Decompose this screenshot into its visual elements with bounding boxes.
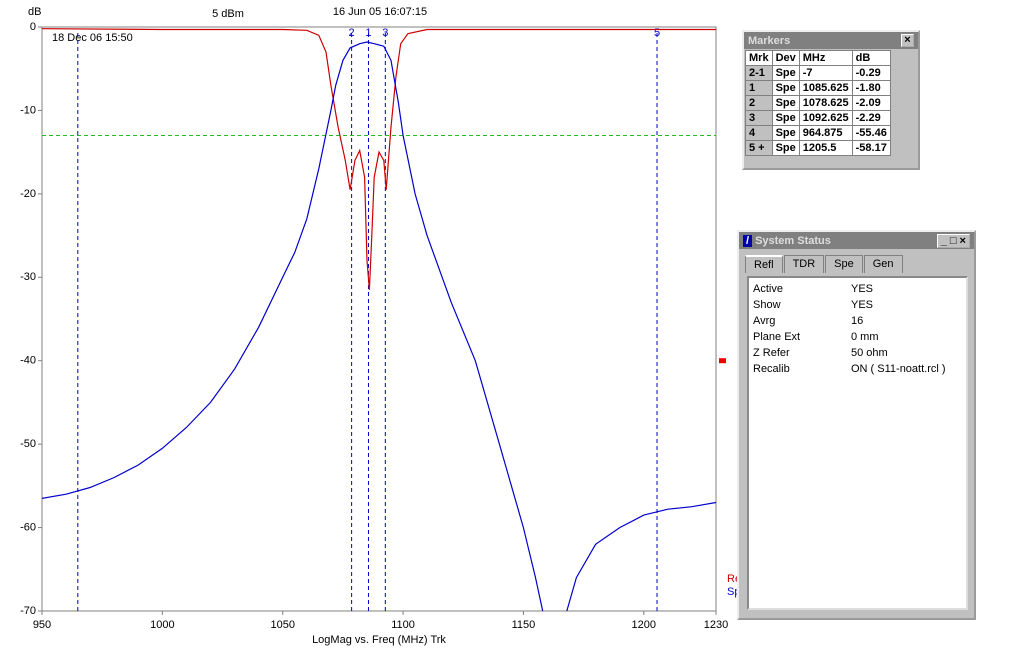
cell: Spe xyxy=(771,80,800,96)
marker-row: 4 Spe 964.875 -55.46 xyxy=(745,125,891,141)
status-row: Avrg 16 xyxy=(753,313,962,329)
x-tick-label: 1150 xyxy=(512,619,536,631)
cell: -1.80 xyxy=(851,80,891,96)
status-value: YES xyxy=(851,299,874,311)
x-tick-label: 1230 xyxy=(704,619,728,631)
timestamp: 16 Jun 05 16:07:15 xyxy=(333,6,427,18)
y-tick-label: 0 xyxy=(30,21,36,33)
markers-table: Mrk Dev MHz dB 2-1 Spe -7 -0.29 1 Spe 1085.625 -1.8… xyxy=(745,50,891,156)
y-tick-label: -50 xyxy=(20,438,36,450)
status-row: Active YES xyxy=(753,281,962,297)
title-bar: / System Status _ □ × xyxy=(739,232,974,249)
y-tick-label: -10 xyxy=(20,104,36,116)
tab[interactable]: Gen xyxy=(863,255,903,273)
cell: Spe xyxy=(771,110,800,126)
column-header: dB xyxy=(851,50,891,66)
column-header: Dev xyxy=(771,50,800,66)
y-tick-label: -30 xyxy=(20,271,36,283)
tab[interactable]: Refl xyxy=(745,255,783,273)
window-buttons[interactable]: _ □ × xyxy=(936,233,970,248)
marker-label: 3 xyxy=(382,27,388,39)
cell: 5 + xyxy=(745,140,773,156)
title: / System Status xyxy=(743,234,831,247)
close-button[interactable]: × xyxy=(901,34,914,47)
status-key: Active xyxy=(753,283,783,295)
status-key: Avrg xyxy=(753,315,776,327)
column-header: Mrk xyxy=(745,50,773,66)
status-key: Z Refer xyxy=(753,347,790,359)
header-row: Mrk Dev MHz dB xyxy=(745,50,891,66)
status-row: Plane Ext 0 mm xyxy=(753,329,962,345)
tab[interactable]: Spe xyxy=(825,255,863,273)
cell: -58.17 xyxy=(851,140,891,156)
y-tick-label: -70 xyxy=(20,605,36,617)
status-value: YES xyxy=(851,283,874,295)
cell: Spe xyxy=(771,65,800,81)
status-key: Plane Ext xyxy=(753,331,801,343)
trace-date: 18 Dec 06 15:50 xyxy=(52,32,133,44)
cell: Spe xyxy=(771,125,800,141)
cell: 4 xyxy=(745,125,773,141)
x-tick-label: 1050 xyxy=(270,619,294,631)
status-row: Recalib ON ( S11-noatt.rcl ) xyxy=(753,361,962,377)
title-text: System Status xyxy=(755,234,831,247)
cell: 1085.625 xyxy=(798,80,853,96)
plot-frame xyxy=(41,26,717,612)
status-value: 16 xyxy=(851,315,864,327)
cell: 1078.625 xyxy=(798,95,853,111)
cell: -55.46 xyxy=(851,125,891,141)
cell: -2.29 xyxy=(851,110,891,126)
y-tick-label: -20 xyxy=(20,188,36,200)
status-window: / System Status _ □ × Refl TDR Spe Gen Active… xyxy=(737,230,976,620)
tabs: Refl TDR Spe Gen xyxy=(739,249,974,273)
x-label: LogMag vs. Freq (MHz) Trk xyxy=(312,634,446,646)
marker-row: 2-1 Spe -7 -0.29 xyxy=(745,65,891,81)
marker-row: 5 + Spe 1205.5 -58.17 xyxy=(745,140,891,156)
marker-row: 1 Spe 1085.625 -1.80 xyxy=(745,80,891,96)
marker-row: 3 Spe 1092.625 -2.29 xyxy=(745,110,891,126)
status-key: Show xyxy=(753,299,781,311)
marker-label: 1 xyxy=(365,27,371,39)
x-tick-label: 1000 xyxy=(150,619,174,631)
y-label: dB xyxy=(28,6,41,18)
title: Markers xyxy=(748,34,791,47)
reference: 5 dBm xyxy=(212,8,244,20)
cell: 1092.625 xyxy=(798,110,853,126)
column-header: MHz xyxy=(798,50,853,66)
status-list: Active YES Show YES Avrg 16 Plane Ext 0 mm Z Ref… xyxy=(747,276,968,610)
cell: 1205.5 xyxy=(798,140,853,156)
x-tick-label: 950 xyxy=(33,619,51,631)
reference-marker xyxy=(719,358,726,364)
cell: Spe xyxy=(771,95,800,111)
y-tick-label: -40 xyxy=(20,355,36,367)
cell: 964.875 xyxy=(798,125,853,141)
cell: -2.09 xyxy=(851,95,891,111)
x-tick-label: 1200 xyxy=(632,619,656,631)
cell: 3 xyxy=(745,110,773,126)
title-bar: Markers × xyxy=(744,32,918,49)
marker-row: 2 Spe 1078.625 -2.09 xyxy=(745,95,891,111)
marker-label: 2 xyxy=(349,27,355,39)
status-value: ON ( S11-noatt.rcl ) xyxy=(851,363,946,375)
status-value: 50 ohm xyxy=(851,347,888,359)
cell: 2-1 xyxy=(745,65,773,81)
trace xyxy=(42,28,716,290)
cell: Spe xyxy=(771,140,800,156)
x-tick-label: 1100 xyxy=(391,619,415,631)
tab[interactable]: TDR xyxy=(783,255,825,273)
cell: -7 xyxy=(798,65,853,81)
cell: 2 xyxy=(745,95,773,111)
markers-window: Markers × Mrk Dev MHz dB 2-1 Spe -7 -0.29 1 Spe 108… xyxy=(742,30,920,170)
trace xyxy=(42,41,716,611)
cell: 1 xyxy=(745,80,773,96)
marker-label: 5 xyxy=(654,27,660,39)
y-tick-label: -60 xyxy=(20,521,36,533)
status-row: Z Refer 50 ohm xyxy=(753,345,962,361)
status-value: 0 mm xyxy=(851,331,879,343)
status-row: Show YES xyxy=(753,297,962,313)
status-key: Recalib xyxy=(753,363,790,375)
cell: -0.29 xyxy=(851,65,891,81)
